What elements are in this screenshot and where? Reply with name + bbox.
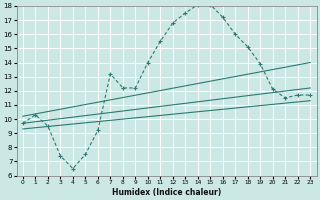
X-axis label: Humidex (Indice chaleur): Humidex (Indice chaleur) bbox=[112, 188, 221, 197]
